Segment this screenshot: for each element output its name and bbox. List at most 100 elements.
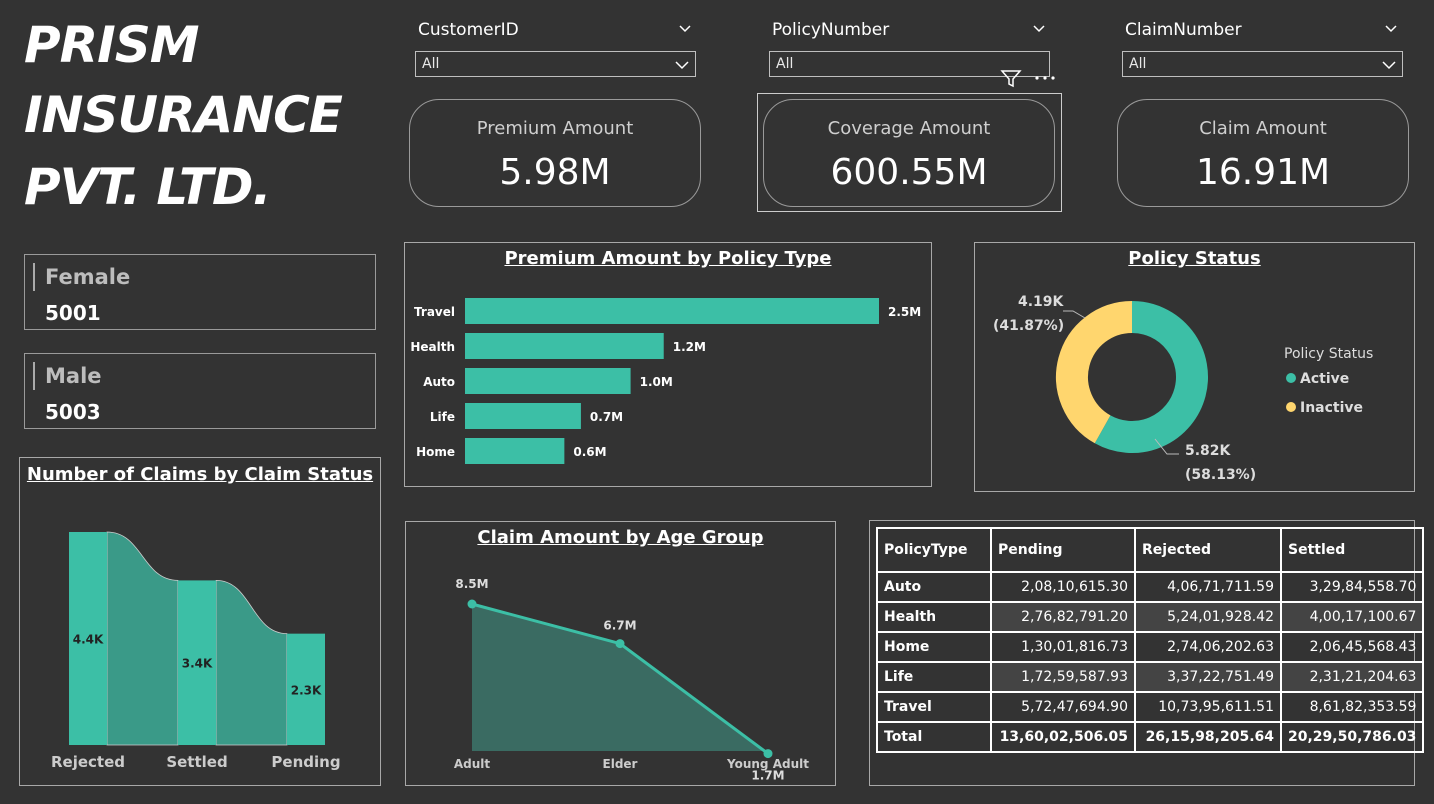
category-label: Young Adult: [726, 757, 809, 771]
company-title-line2: INSURANCE: [24, 86, 343, 144]
legend-marker: [1286, 373, 1296, 383]
company-title-line3: PVT. LTD.: [24, 158, 272, 216]
chevron-down-icon[interactable]: [678, 22, 692, 36]
ribbon-bar-rejected: [69, 532, 107, 745]
selected-visual-frame: [757, 93, 1062, 212]
row-header: Total: [876, 721, 992, 753]
legend-title: Policy Status: [1284, 346, 1373, 362]
table-cell: 5,72,47,694.90: [990, 691, 1136, 723]
data-point: [467, 599, 477, 609]
slicer-dropdown[interactable]: All: [769, 51, 1050, 77]
table-cell: 2,31,21,204.63: [1279, 661, 1425, 693]
bar-auto: [465, 368, 631, 394]
column-header[interactable]: PolicyType: [876, 527, 992, 573]
slicer-label: CustomerID: [418, 20, 519, 40]
table-cell: 8,61,82,353.59: [1279, 691, 1425, 723]
column-header[interactable]: Pending: [990, 527, 1136, 573]
company-title-line1: PRISM: [24, 16, 200, 74]
slicer-value: All: [1129, 56, 1147, 72]
category-label: Home: [416, 445, 455, 459]
table-cell: 2,76,82,791.20: [990, 601, 1136, 633]
claims-by-status-chart[interactable]: Number of Claims by Claim Status 4.4K Rej…: [19, 457, 381, 786]
bar-health: [465, 333, 664, 359]
chevron-down-icon[interactable]: [1032, 22, 1046, 36]
bar-travel: [465, 298, 879, 324]
table-cell: 10,73,95,611.51: [1134, 691, 1282, 723]
policy-claims-matrix[interactable]: PolicyType Pending Rejected Settled Auto…: [876, 527, 1425, 753]
chevron-down-icon: [675, 61, 689, 70]
table-cell: 2,06,45,568.43: [1279, 631, 1425, 663]
ribbon-connector: [215, 580, 288, 746]
table-cell: 4,06,71,711.59: [1134, 571, 1282, 603]
data-label: 2.3K: [291, 683, 322, 697]
data-label: 4.4K: [73, 633, 104, 647]
table-cell: 26,15,98,205.64: [1134, 721, 1282, 753]
data-label: 8.5M: [455, 577, 488, 591]
table-cell: 2,08,10,615.30: [990, 571, 1136, 603]
kpi-label: Claim Amount: [1199, 118, 1327, 139]
table-cell: 5,24,01,928.42: [1134, 601, 1282, 633]
row-header: Life: [876, 661, 992, 693]
table-row: Life 1,72,59,587.93 3,37,22,751.49 2,31,…: [876, 661, 1425, 693]
column-header[interactable]: Rejected: [1134, 527, 1282, 573]
table-row: Home 1,30,01,816.73 2,74,06,202.63 2,06,…: [876, 631, 1425, 663]
chevron-down-icon[interactable]: [1384, 22, 1398, 36]
donut-slice-inactive: [1056, 301, 1133, 444]
kpi-value: 5.98M: [499, 152, 611, 193]
slicer-dropdown[interactable]: All: [415, 51, 696, 77]
kpi-value: 16.91M: [1195, 152, 1331, 193]
gender-card-male[interactable]: Male 5003: [24, 353, 376, 429]
table-cell: 3,29,84,558.70: [1279, 571, 1425, 603]
category-label: Rejected: [51, 753, 125, 771]
gender-label: Female: [45, 265, 131, 289]
table-row: Auto 2,08,10,615.30 4,06,71,711.59 3,29,…: [876, 571, 1425, 603]
category-label: Health: [410, 340, 455, 354]
row-header: Health: [876, 601, 992, 633]
chart-title: Policy Status: [1128, 248, 1261, 269]
data-label: 0.7M: [590, 410, 623, 424]
gender-card-female[interactable]: Female 5001: [24, 254, 376, 330]
data-label: 0.6M: [573, 445, 606, 459]
premium-by-policy-chart[interactable]: Premium Amount by Policy Type Travel 2.5M…: [404, 242, 932, 487]
table-total-row: Total 13,60,02,506.05 26,15,98,205.64 20…: [876, 721, 1425, 753]
policy-status-chart[interactable]: Policy Status 4.19K (41.87%) 5.82K (58.13%)…: [974, 242, 1415, 492]
claim-by-age-chart[interactable]: Claim Amount by Age Group 8.5M Adult 6.7M E…: [405, 521, 836, 786]
donut-slice-active: [1094, 301, 1208, 453]
category-label: Travel: [414, 305, 455, 319]
kpi-card-premium[interactable]: Premium Amount 5.98M: [409, 99, 701, 207]
slicer-dropdown[interactable]: All: [1122, 51, 1403, 77]
table-cell: 13,60,02,506.05: [990, 721, 1136, 753]
data-label: (41.87%): [993, 318, 1064, 334]
slicer-value: All: [422, 56, 440, 72]
ribbon-bar-pending: [287, 633, 325, 745]
data-label: 6.7M: [603, 619, 636, 633]
category-label: Auto: [423, 375, 455, 389]
kpi-card-claim[interactable]: Claim Amount 16.91M: [1117, 99, 1409, 207]
data-label: 2.5M: [888, 305, 921, 319]
chevron-down-icon: [1382, 61, 1396, 70]
slicer-label: ClaimNumber: [1125, 20, 1242, 40]
column-header[interactable]: Settled: [1279, 527, 1425, 573]
ribbon-bar-settled: [178, 580, 216, 745]
table-cell: 2,74,06,202.63: [1134, 631, 1282, 663]
gender-label: Male: [45, 364, 102, 388]
data-label: 4.19K: [1018, 294, 1065, 310]
legend-item: Active: [1300, 371, 1349, 387]
bar-life: [465, 403, 581, 429]
category-label: Elder: [603, 757, 638, 771]
table-row: Travel 5,72,47,694.90 10,73,95,611.51 8,…: [876, 691, 1425, 723]
more-options-icon[interactable]: [1034, 74, 1056, 82]
slicer-label: PolicyNumber: [772, 20, 890, 40]
kpi-value: 600.55M: [830, 152, 988, 193]
filter-icon[interactable]: [1000, 69, 1022, 89]
data-label: 5.82K: [1185, 443, 1232, 459]
data-label: 3.4K: [182, 657, 213, 671]
bar-chart-svg: Travel 2.5M Health 1.2M Auto 1.0M Life 0.7M Home…: [410, 298, 921, 464]
leader-line: [1154, 438, 1179, 455]
kpi-card-coverage[interactable]: Coverage Amount 600.55M: [763, 99, 1055, 207]
category-label: Pending: [271, 753, 340, 771]
table-cell: 1,30,01,816.73: [990, 631, 1136, 663]
table-header-row: PolicyType Pending Rejected Settled: [876, 527, 1425, 573]
chart-title: Claim Amount by Age Group: [477, 527, 764, 548]
